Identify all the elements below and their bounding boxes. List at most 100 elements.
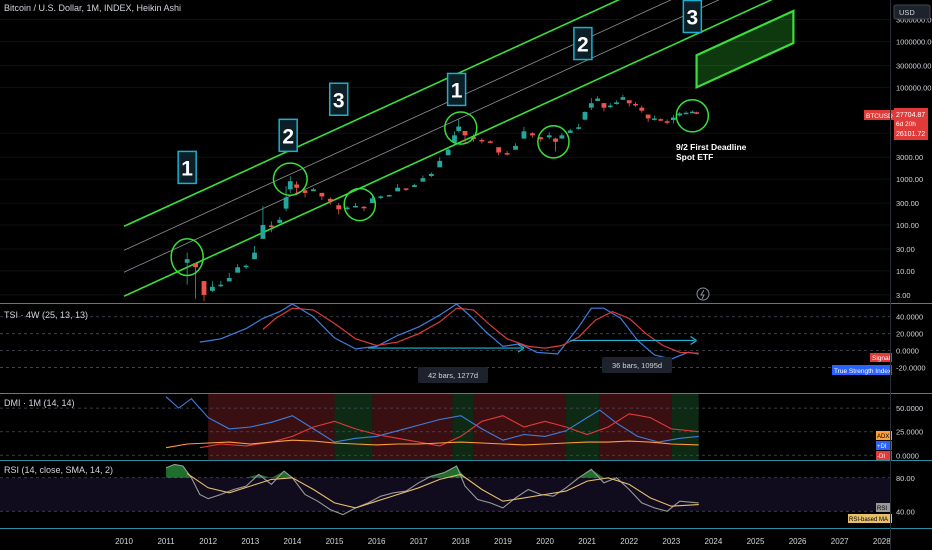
rsi-badge: RSI <box>877 506 887 512</box>
candle-body <box>462 130 468 136</box>
candle-body <box>294 184 300 188</box>
candle-body <box>369 198 375 203</box>
rsi-axis[interactable]: 80.00 40.00 <box>896 474 915 517</box>
wave-box <box>446 72 467 107</box>
candle-body <box>344 207 350 210</box>
candle-body <box>311 189 316 192</box>
candle-body <box>567 130 573 133</box>
candle-body <box>529 133 535 136</box>
candle-body <box>487 141 493 143</box>
candle-body <box>620 97 626 100</box>
wave-box <box>177 150 197 185</box>
wave-labels: 1 2 3 1 2 3 <box>177 0 703 185</box>
currency-badge[interactable]: USD <box>893 4 931 20</box>
candle-body <box>437 160 443 168</box>
tsi-lines <box>199 303 699 360</box>
candle-body <box>626 100 632 104</box>
tsi-measure-label-1: 42 bars, 1277d <box>418 367 488 383</box>
rsi-ma-badge: RSI-based MA <box>849 517 888 523</box>
time-tick-label: 2027 <box>831 537 849 546</box>
candle-body <box>395 187 401 192</box>
candle-body <box>671 117 676 121</box>
tsi-measure-label-2: 36 bars, 1095d <box>602 357 672 373</box>
axis-tick-label: 40.00 <box>896 507 915 516</box>
channel-line-lower <box>123 0 773 297</box>
axis-tick-label: 50.0000 <box>896 404 923 413</box>
series-adx <box>166 439 699 449</box>
time-tick-label: 2019 <box>494 537 512 546</box>
price-tick-label: 300.00 <box>896 199 919 208</box>
price-axis[interactable]: 3000000.00 1000000.00 300000.00 100000.00 10… <box>896 16 932 300</box>
time-tick-label: 2016 <box>368 537 386 546</box>
candle-body <box>386 195 392 197</box>
time-tick-label: 2023 <box>662 537 680 546</box>
time-tick-label: 2022 <box>620 537 638 546</box>
price-tick-label: 100.00 <box>896 221 919 230</box>
measure-arrow-head <box>690 335 697 345</box>
dmi-title: DMI · 1M (14, 14) <box>4 398 75 408</box>
currency-label: USD <box>899 8 915 17</box>
candle-body <box>677 113 683 116</box>
axis-tick-label: 80.00 <box>896 474 915 483</box>
wave-label: 3 <box>687 6 699 29</box>
time-tick-label: 2026 <box>789 537 807 546</box>
time-tick-label: 2014 <box>284 537 302 546</box>
etf-annotation: 9/2 First Deadline Spot ETF <box>676 142 747 162</box>
time-tick-label: 2011 <box>157 537 175 546</box>
rsi-pane[interactable]: RSI (14, close, SMA, 14, 2) <box>0 463 890 516</box>
axis-tick-label: 20.0000 <box>896 330 923 339</box>
axis-tick-label: 25.0000 <box>896 428 923 437</box>
price-badge: BTCUSD 27704.87 6d 20h 26101.72 <box>864 108 928 140</box>
time-tick-label: 2018 <box>452 537 470 546</box>
candle-body <box>633 103 638 106</box>
price-tick-label: 300000.00 <box>896 61 931 70</box>
series-rsi_ma <box>186 473 699 509</box>
candle-body <box>504 153 510 155</box>
candle-body <box>260 225 266 239</box>
candle-body <box>428 173 434 177</box>
tsi-badge: True Strength Index <box>834 368 892 375</box>
candle-body <box>645 114 651 119</box>
candle-body <box>184 259 190 263</box>
candle-body <box>445 149 451 156</box>
price-tick-label: 1000000.00 <box>896 37 932 46</box>
candle-body <box>546 135 552 138</box>
tsi-pane[interactable]: TSI · 4W (25, 13, 13) 42 bars, 1277d 36 … <box>0 303 890 383</box>
time-tick-label: 2021 <box>578 537 596 546</box>
tsi-measure-arrows <box>368 335 697 353</box>
tsi-badges: Signal True Strength Index <box>832 353 892 375</box>
dmi-pane[interactable]: DMI · 1M (14, 14) <box>0 394 890 460</box>
candle-body <box>456 126 462 131</box>
price-tick-label: 1000.00 <box>896 175 923 184</box>
candle-body <box>277 219 283 223</box>
candle-body <box>287 181 293 190</box>
time-axis[interactable]: 2010 2011 2012 2013 2014 2015 2016 2017 2018 2019… <box>115 537 891 546</box>
chart-title: Bitcoin / U.S. Dollar, 1M, INDEX, Heikin… <box>4 3 181 13</box>
dmi-band <box>334 394 373 460</box>
candle-body <box>658 119 664 121</box>
replay-icon[interactable] <box>696 287 710 301</box>
dmi-band <box>452 394 474 460</box>
dmi-bands <box>208 394 699 460</box>
dmi-axis[interactable]: 50.0000 25.0000 0.0000 <box>896 404 923 460</box>
highlight-circle <box>170 237 204 277</box>
tsi-title: TSI · 4W (25, 13, 13) <box>4 310 88 320</box>
rsi-badges: RSI RSI-based MA <box>848 503 892 523</box>
channel-line-mid-lower <box>123 0 720 273</box>
candle-body <box>639 107 645 111</box>
axis-tick-label: 40.0000 <box>896 313 923 322</box>
candle-body <box>327 198 333 202</box>
highlight-circle <box>444 111 478 145</box>
price-pane[interactable]: 1 2 3 1 2 3 9/2 First Deadline Spot ETF Bitco… <box>0 0 890 302</box>
time-tick-label: 2015 <box>326 537 344 546</box>
candle-body <box>559 135 565 139</box>
tsi-axis[interactable]: 40.0000 20.0000 0.0000 -20.0000 <box>896 313 926 373</box>
time-tick-label: 2024 <box>705 537 723 546</box>
wave-box <box>278 118 298 153</box>
candle-body <box>336 205 342 210</box>
candles <box>184 94 699 302</box>
dmi-lines <box>165 396 699 449</box>
candle-body <box>614 102 619 104</box>
